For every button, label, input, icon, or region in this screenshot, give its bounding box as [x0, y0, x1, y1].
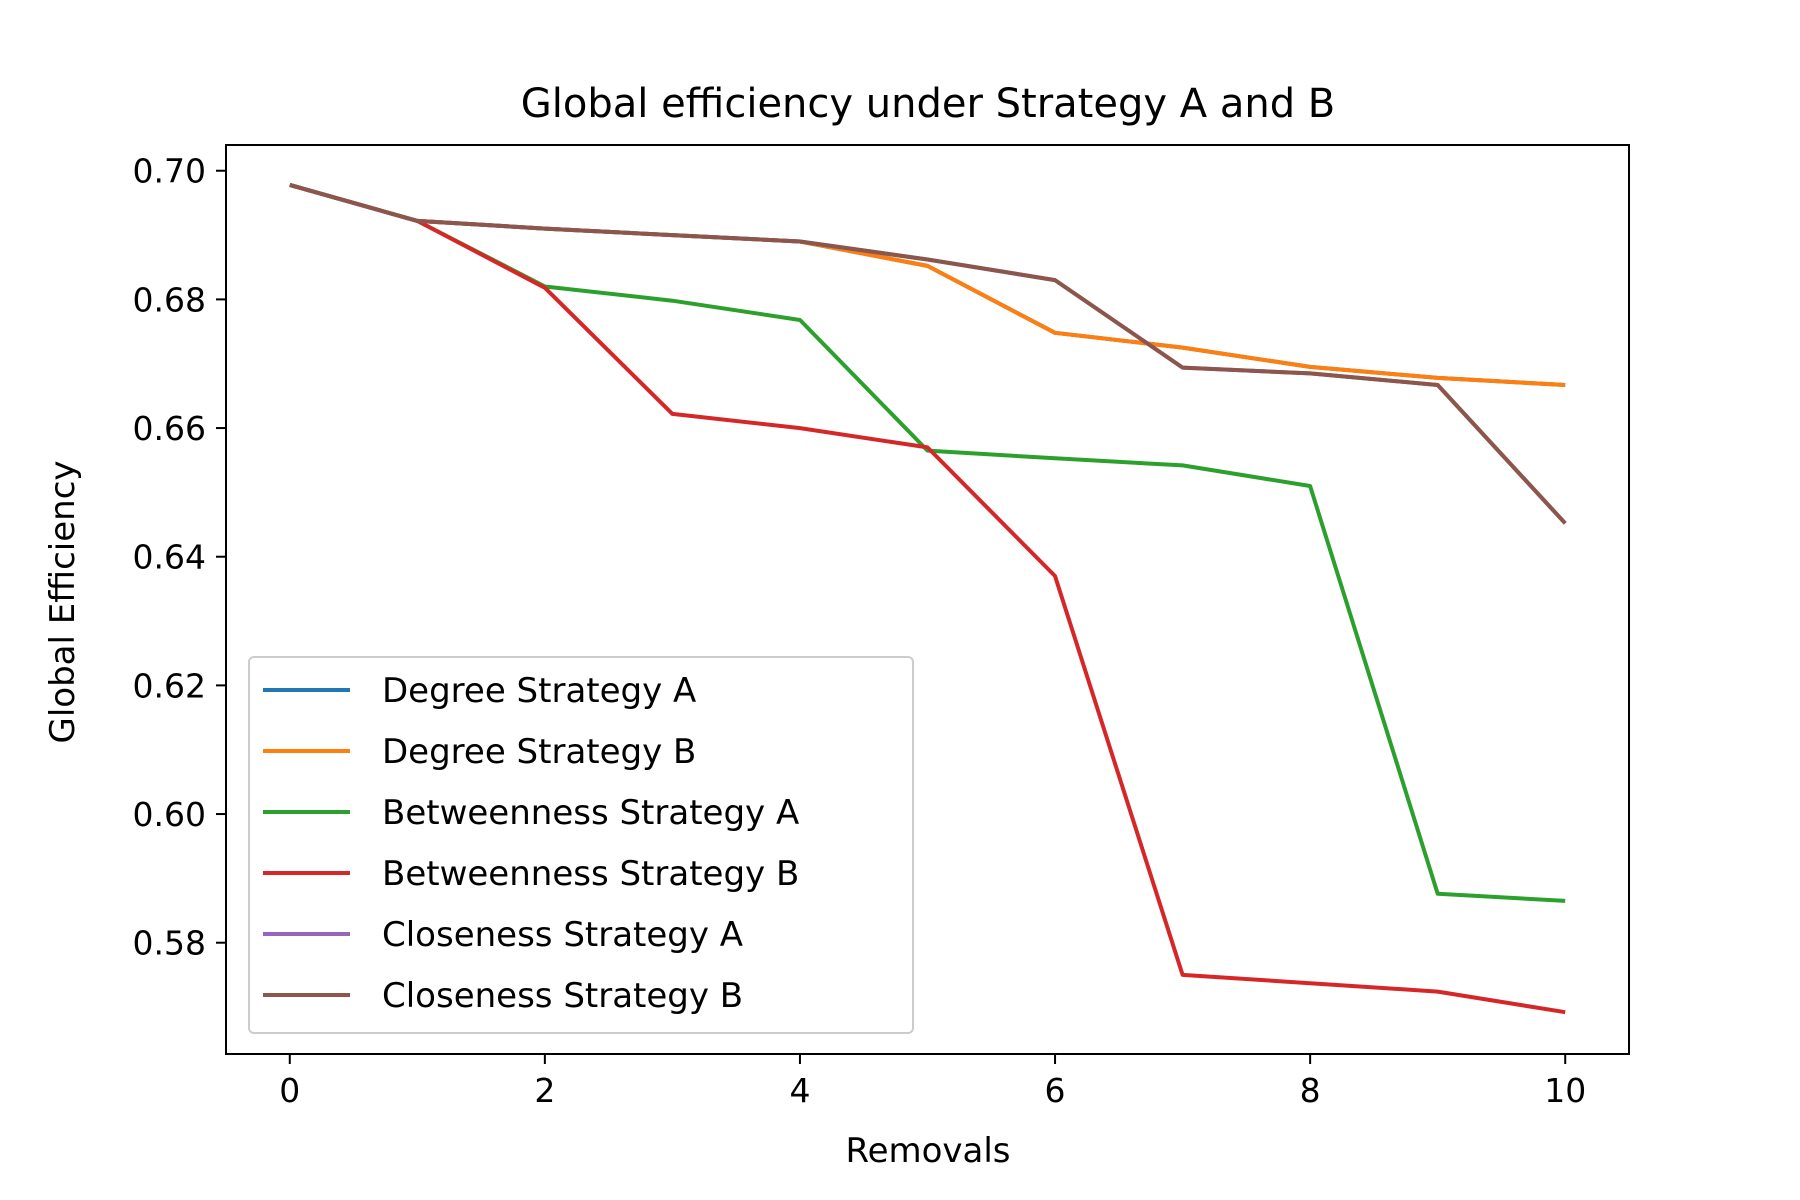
y-tick-label: 0.58: [133, 924, 206, 963]
legend-items: Degree Strategy A Degree Strategy B Betwee…: [263, 671, 799, 1016]
x-tick-label: 10: [1544, 1071, 1586, 1110]
y-tick-label: 0.60: [133, 795, 206, 834]
y-tick-label: 0.66: [133, 409, 206, 448]
chart-title: Global efficiency under Strategy A and B: [521, 81, 1336, 127]
x-tick-label: 8: [1300, 1071, 1321, 1110]
y-tick-label: 0.64: [133, 538, 206, 577]
legend-label: Betweenness Strategy A: [382, 793, 799, 833]
y-axis-label: Global Efficiency: [43, 460, 83, 743]
x-tick-label: 4: [789, 1071, 810, 1110]
legend-label: Degree Strategy B: [382, 732, 696, 772]
y-tick-label: 0.62: [133, 666, 206, 705]
series-layer: [289, 182, 1567, 1015]
plot-border: [225, 144, 1630, 1055]
legend-label: Closeness Strategy B: [382, 976, 743, 1016]
x-axis-label: Removals: [845, 1131, 1010, 1171]
series-line-4: [289, 182, 1566, 1015]
x-tick-label: 2: [534, 1071, 555, 1110]
x-tick-label: 0: [279, 1071, 300, 1110]
series-line-6: [289, 182, 1567, 525]
legend-label: Degree Strategy A: [382, 671, 696, 711]
x-tick-label: 6: [1045, 1071, 1066, 1110]
y-axis: 0.58 0.60 0.62 0.64 0.66 0.68 0.70: [133, 152, 226, 963]
y-tick-label: 0.68: [133, 280, 206, 319]
y-tick-label: 0.70: [133, 152, 206, 191]
legend: Degree Strategy A Degree Strategy B Betwee…: [248, 656, 914, 1034]
legend-box: [248, 656, 914, 1034]
legend-label: Betweenness Strategy B: [382, 854, 799, 894]
legend-label: Closeness Strategy A: [382, 915, 743, 955]
x-axis: 0 2 4 6 8 10: [279, 1054, 1586, 1110]
